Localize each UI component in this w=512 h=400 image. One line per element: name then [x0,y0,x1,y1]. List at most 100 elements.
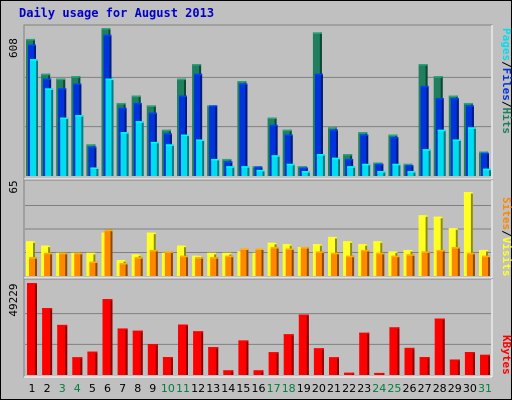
bar-sites-day-11 [180,255,188,276]
bar-kbytes-day-21 [329,357,339,375]
bar-visits-day-27 [418,215,428,276]
bar-kbytes-day-4 [72,357,83,375]
x-tick-label-5: 5 [89,382,96,395]
bar-sites-day-12 [195,257,204,276]
bar-kbytes-day-1 [27,283,37,375]
bar-files-day-15 [239,83,248,176]
bar-kbytes-day-28 [434,318,445,375]
bar-sites-day-20 [315,251,324,276]
x-tick-label-26: 26 [403,382,417,395]
bar-pages-day-3 [60,117,69,176]
legend-bottom: KBytes [500,335,512,375]
bar-sites-day-31 [482,255,490,276]
x-tick-label-31: 31 [478,382,492,395]
bar-sites-day-7 [119,262,128,276]
bar-kbytes-day-11 [178,324,188,375]
bar-kbytes-day-25 [389,327,400,375]
x-tick-label-22: 22 [342,382,356,395]
x-tick-label-4: 4 [74,382,81,395]
x-tick-label-12: 12 [191,382,205,395]
bar-sites-day-6 [104,229,113,276]
bar-pages-day-7 [120,132,129,176]
bar-kbytes-day-9 [147,344,158,375]
bar-pages-day-13 [211,158,220,176]
bar-sites-day-23 [361,249,370,276]
x-tick-label-30: 30 [463,382,477,395]
bar-pages-day-15 [241,166,250,176]
bar-kbytes-day-3 [57,324,68,375]
bar-sites-day-2 [44,252,53,276]
ymax-label-middle: 65 [7,180,20,193]
bar-files-day-13 [209,105,218,176]
x-tick-label-1: 1 [29,382,36,395]
bar-pages-day-11 [181,134,189,176]
bar-sites-day-22 [346,255,355,276]
bar-pages-day-30 [467,127,476,176]
bar-pages-day-14 [226,166,235,176]
x-tick-label-3: 3 [59,382,66,395]
bar-sites-day-25 [391,255,400,276]
legend-files: Files [500,68,512,101]
bar-files-day-26 [405,165,414,176]
x-tick-label-20: 20 [312,382,326,395]
bar-kbytes-day-27 [419,357,430,375]
bar-pages-day-24 [377,171,386,176]
bar-pages-day-1 [30,59,38,176]
bar-sites-day-27 [421,251,430,276]
bar-kbytes-day-2 [42,308,53,375]
bar-pages-day-23 [362,163,371,176]
x-tick-label-19: 19 [297,382,311,395]
bar-sites-day-26 [406,254,415,276]
bar-files-day-20 [314,73,323,176]
bar-kbytes-day-18 [283,334,294,375]
bar-sites-day-19 [300,247,309,276]
bar-pages-day-21 [332,157,340,176]
bar-pages-day-6 [105,78,114,176]
bar-sites-day-5 [89,261,98,276]
bar-pages-day-27 [422,149,431,176]
x-tick-label-27: 27 [418,382,432,395]
bar-files-day-21 [330,129,338,176]
x-tick-label-21: 21 [327,382,341,395]
bar-sites-day-3 [59,252,68,276]
bar-kbytes-day-26 [404,347,415,375]
bar-kbytes-day-31 [480,354,490,375]
bar-pages-day-12 [196,139,205,176]
bar-pages-day-26 [407,171,416,176]
bar-files-day-12 [194,73,203,176]
bar-pages-day-4 [75,115,84,176]
bar-files-day-23 [360,134,369,176]
x-tick-label-11: 11 [176,382,190,395]
bar-kbytes-day-19 [298,314,309,375]
bar-pages-day-28 [437,129,446,176]
x-tick-label-13: 13 [206,382,220,395]
bar-pages-day-25 [392,163,401,176]
bar-files-day-24 [375,163,384,176]
bar-kbytes-day-6 [102,299,113,375]
x-tick-label-24: 24 [372,382,386,395]
bar-sites-day-21 [331,252,339,276]
bars-layer [26,28,491,375]
x-tick-label-10: 10 [161,382,175,395]
bar-visits-day-30 [463,192,473,276]
bar-sites-day-28 [436,249,445,276]
bar-kbytes-day-23 [359,332,370,375]
bar-files-day-29 [450,98,459,176]
bar-visits-day-28 [433,216,443,276]
x-axis-labels: 1 2 3 4 5 6 7 8 9 10 11 12 13 14 15 16 17 18 19 20 21 22 23 24 2… [29,382,493,395]
bar-sites-day-14 [225,255,234,276]
bar-pages-day-5 [90,167,99,176]
legend-pages: Pages [500,28,512,61]
bar-sites-day-17 [270,247,279,276]
x-tick-label-17: 17 [267,382,281,395]
bar-pages-day-8 [135,121,144,176]
bar-pages-day-31 [483,168,491,176]
bar-kbytes-day-20 [313,348,324,375]
bar-kbytes-day-17 [268,352,279,375]
legend-top: Pages/Files/Hits [500,28,512,134]
bar-sites-day-13 [210,257,219,276]
bar-kbytes-day-30 [464,352,475,375]
bar-pages-day-16 [256,169,265,176]
bar-pages-day-20 [316,154,325,176]
